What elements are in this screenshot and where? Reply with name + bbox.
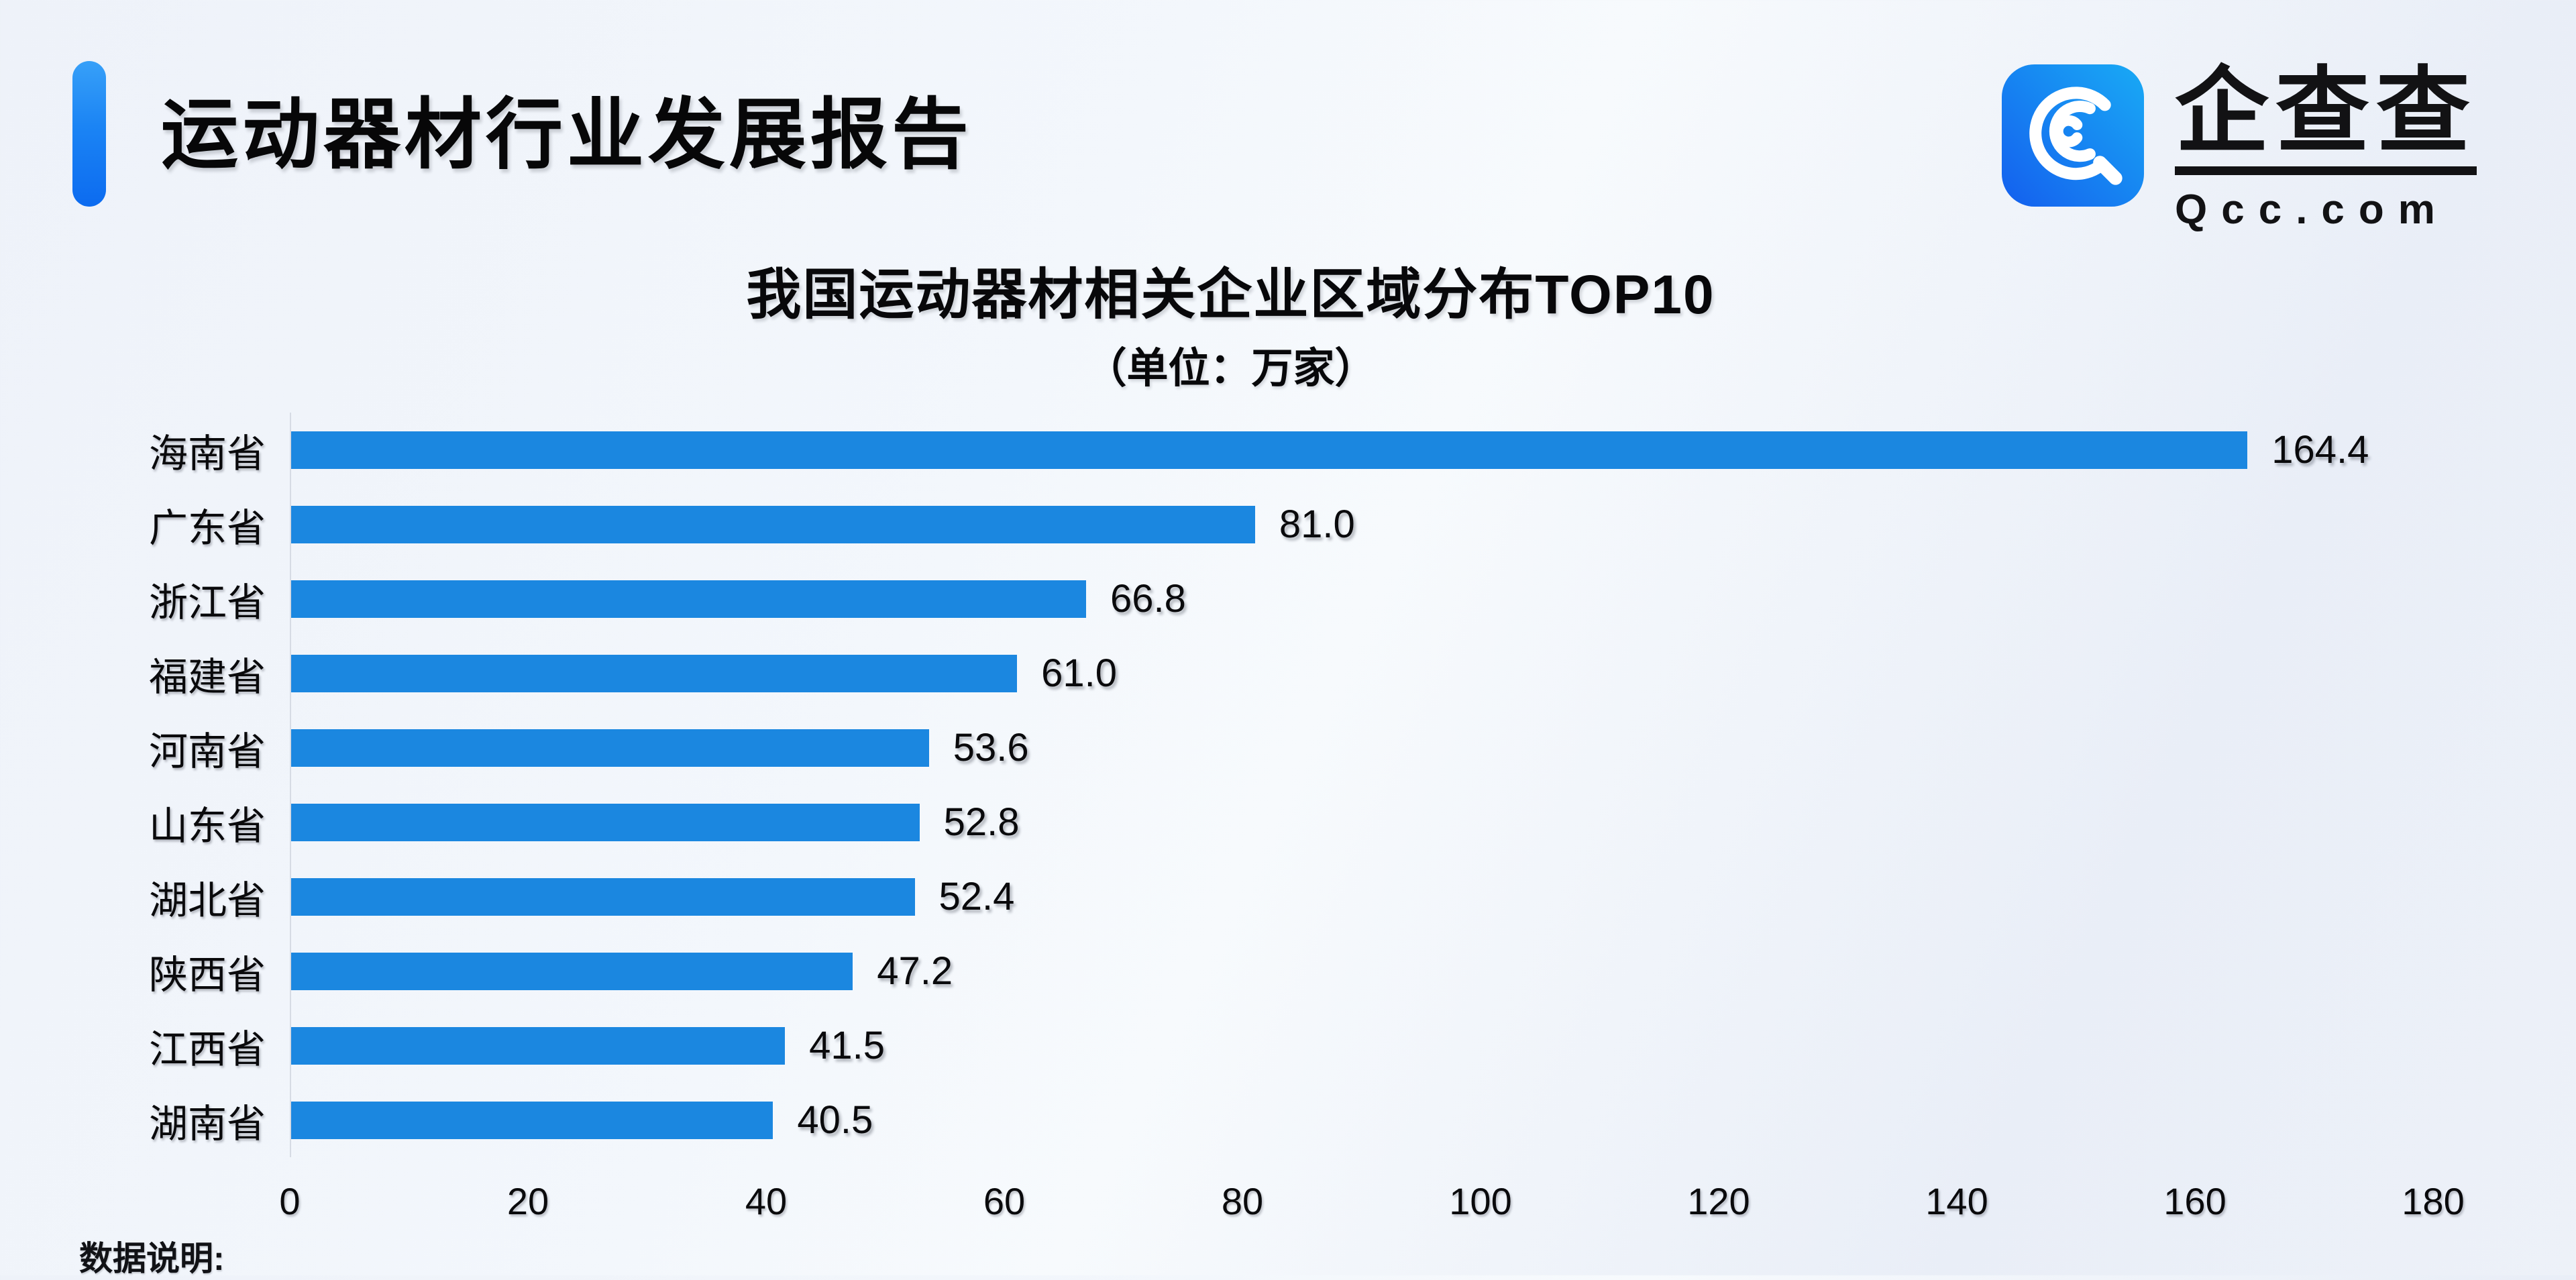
value-label: 53.6 [953, 726, 1029, 769]
bar [291, 877, 915, 916]
data-note: 数据说明: [79, 1240, 225, 1277]
x-tick-label: 180 [2402, 1180, 2465, 1222]
category-label: 福建省 [148, 655, 266, 699]
category-label: 浙江省 [148, 580, 266, 625]
value-label: 41.5 [809, 1024, 885, 1067]
category-label: 陕西省 [148, 953, 266, 997]
bar-row: 浙江省 66.8 [28, 562, 2433, 636]
bar [291, 1101, 773, 1139]
value-label: 40.5 [797, 1098, 873, 1142]
x-tick-label: 60 [983, 1180, 1026, 1222]
bar-chart: 海南省 164.4 广东省 81.0 浙江省 66.8 福建省 61.0 河南省 53.6 山东省 5… [28, 413, 2433, 1157]
x-tick-label: 80 [1221, 1180, 1264, 1222]
category-label: 湖南省 [148, 1102, 266, 1146]
bar-track: 41.5 [290, 1008, 2433, 1083]
value-label: 164.4 [2271, 428, 2369, 472]
header-accent-bar [72, 61, 106, 207]
category-label: 广东省 [148, 506, 266, 550]
value-label: 66.8 [1110, 577, 1186, 621]
category-label: 山东省 [148, 804, 266, 848]
qcc-logo-icon [2002, 64, 2144, 207]
bar-track: 52.4 [290, 859, 2433, 934]
x-tick-label: 0 [279, 1180, 301, 1222]
chart-subtitle: （单位：万家） [1085, 345, 1377, 392]
bar [291, 803, 920, 841]
x-tick-label: 20 [506, 1180, 549, 1222]
x-tick-label: 40 [745, 1180, 788, 1222]
bar [291, 505, 1255, 543]
page-title: 运动器材行业发展报告 [161, 92, 973, 178]
bar-track: 66.8 [290, 562, 2433, 636]
bar [291, 1026, 786, 1065]
x-tick-label: 120 [1687, 1180, 1750, 1222]
category-label: 江西省 [148, 1027, 266, 1071]
value-label: 52.4 [938, 875, 1015, 918]
bar [291, 580, 1086, 618]
qcc-logo-text: 企查查 Qcc.com [2175, 64, 2477, 233]
bar-track: 61.0 [290, 636, 2433, 710]
bar-row: 湖北省 52.4 [28, 859, 2433, 934]
bar-track: 52.8 [290, 785, 2433, 859]
bar-row: 江西省 41.5 [28, 1008, 2433, 1083]
value-label: 81.0 [1279, 502, 1355, 546]
qcc-logo: 企查查 Qcc.com [2000, 64, 2477, 233]
x-tick-label: 140 [1925, 1180, 1988, 1222]
qcc-logo-name: 企查查 [2175, 64, 2477, 175]
bar-row: 山东省 52.8 [28, 785, 2433, 859]
bar-row: 广东省 81.0 [28, 487, 2433, 562]
qcc-logo-domain: Qcc.com [2175, 186, 2449, 233]
value-label: 47.2 [877, 949, 953, 993]
x-tick-label: 160 [2163, 1180, 2226, 1222]
x-tick-label: 100 [1449, 1180, 1512, 1222]
value-label: 61.0 [1041, 651, 1117, 695]
category-label: 湖北省 [148, 878, 266, 922]
chart-title: 我国运动器材相关企业区域分布TOP10 [746, 264, 1715, 325]
bar-row: 陕西省 47.2 [28, 934, 2433, 1008]
bar-track: 81.0 [290, 487, 2433, 562]
bar-row: 湖南省 40.5 [28, 1083, 2433, 1157]
value-label: 52.8 [943, 800, 1020, 844]
bar [291, 729, 929, 767]
bar-track: 47.2 [290, 934, 2433, 1008]
bar-row: 海南省 164.4 [28, 413, 2433, 487]
bar-row: 河南省 53.6 [28, 710, 2433, 785]
category-label: 海南省 [148, 431, 266, 476]
bar [291, 952, 853, 990]
category-label: 河南省 [148, 729, 266, 774]
bar [291, 431, 2248, 469]
bar-track: 53.6 [290, 710, 2433, 785]
bar-row: 福建省 61.0 [28, 636, 2433, 710]
bar-track: 164.4 [290, 413, 2433, 487]
bar-rows: 海南省 164.4 广东省 81.0 浙江省 66.8 福建省 61.0 河南省 53.6 山东省 5… [28, 413, 2433, 1157]
x-axis: 0 20 40 60 80 100 120 140 160 180 [279, 1179, 2464, 1226]
bar-track: 40.5 [290, 1083, 2433, 1157]
bar [291, 654, 1018, 692]
